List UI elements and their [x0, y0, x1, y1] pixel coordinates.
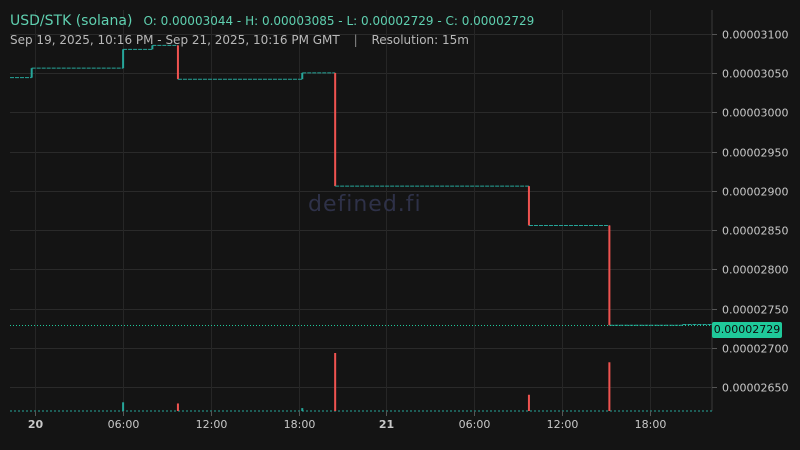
volume-bar: [334, 353, 337, 411]
candle-body: [151, 45, 154, 50]
volume-bar: [176, 403, 179, 411]
date-range: Sep 19, 2025, 10:16 PM - Sep 21, 2025, 1…: [10, 33, 340, 47]
candle-body: [608, 225, 611, 326]
y-tick-label: 0.00003100: [722, 29, 788, 42]
y-tick-label: 0.00003000: [722, 107, 788, 120]
resolution-label: Resolution: 15m: [371, 33, 469, 47]
x-tick-label: 12:00: [196, 418, 228, 431]
y-tick-label: 0.00002900: [722, 186, 788, 199]
volume-bar: [122, 402, 125, 411]
separator: |: [353, 33, 358, 47]
y-tick-label: 0.00002800: [722, 264, 788, 277]
y-tick-label: 0.00002750: [722, 304, 788, 317]
ohlc-readout: O: 0.00003044 - H: 0.00003085 - L: 0.000…: [143, 14, 535, 28]
x-tick-label: 06:00: [108, 418, 140, 431]
volume-bars: [10, 353, 712, 412]
x-tick-label: 18:00: [284, 418, 316, 431]
last-price-tag: 0.00002729: [712, 322, 782, 338]
y-tick-label: 0.00002700: [722, 343, 788, 356]
watermark: defined.fi: [308, 192, 422, 217]
candle-body: [176, 45, 179, 80]
chart-header: USD/STK (solana) O: 0.00003044 - H: 0.00…: [10, 10, 534, 29]
x-axis: 20 06:00 12:00 18:00 21 06:00 12:00 18:00: [28, 411, 667, 431]
y-axis: 0.00003100 0.00003050 0.00003000 0.00002950…: [712, 29, 788, 395]
candle-body: [334, 72, 337, 187]
y-tick-label: 0.00002650: [722, 382, 788, 395]
chart-grid: [10, 10, 713, 411]
x-tick-label: 12:00: [547, 418, 579, 431]
candle-body: [301, 72, 304, 80]
candle-body: [527, 186, 530, 226]
x-tick-label: 06:00: [459, 418, 491, 431]
candle-body: [122, 49, 125, 69]
y-tick-label: 0.00002950: [722, 147, 788, 160]
volume-bar: [608, 362, 611, 411]
x-tick-label: 18:00: [635, 418, 667, 431]
symbol-title: USD/STK (solana): [10, 13, 133, 29]
x-tick-label: 21: [379, 418, 394, 431]
x-tick-label: 20: [28, 418, 44, 431]
chart-subheader: Sep 19, 2025, 10:16 PM - Sep 21, 2025, 1…: [10, 33, 469, 47]
candle-body: [30, 68, 33, 78]
y-tick-label: 0.00003050: [722, 68, 788, 81]
volume-bar: [301, 408, 304, 411]
volume-bar: [527, 394, 530, 411]
candles: [10, 44, 712, 326]
y-tick-label: 0.00002850: [722, 225, 788, 238]
